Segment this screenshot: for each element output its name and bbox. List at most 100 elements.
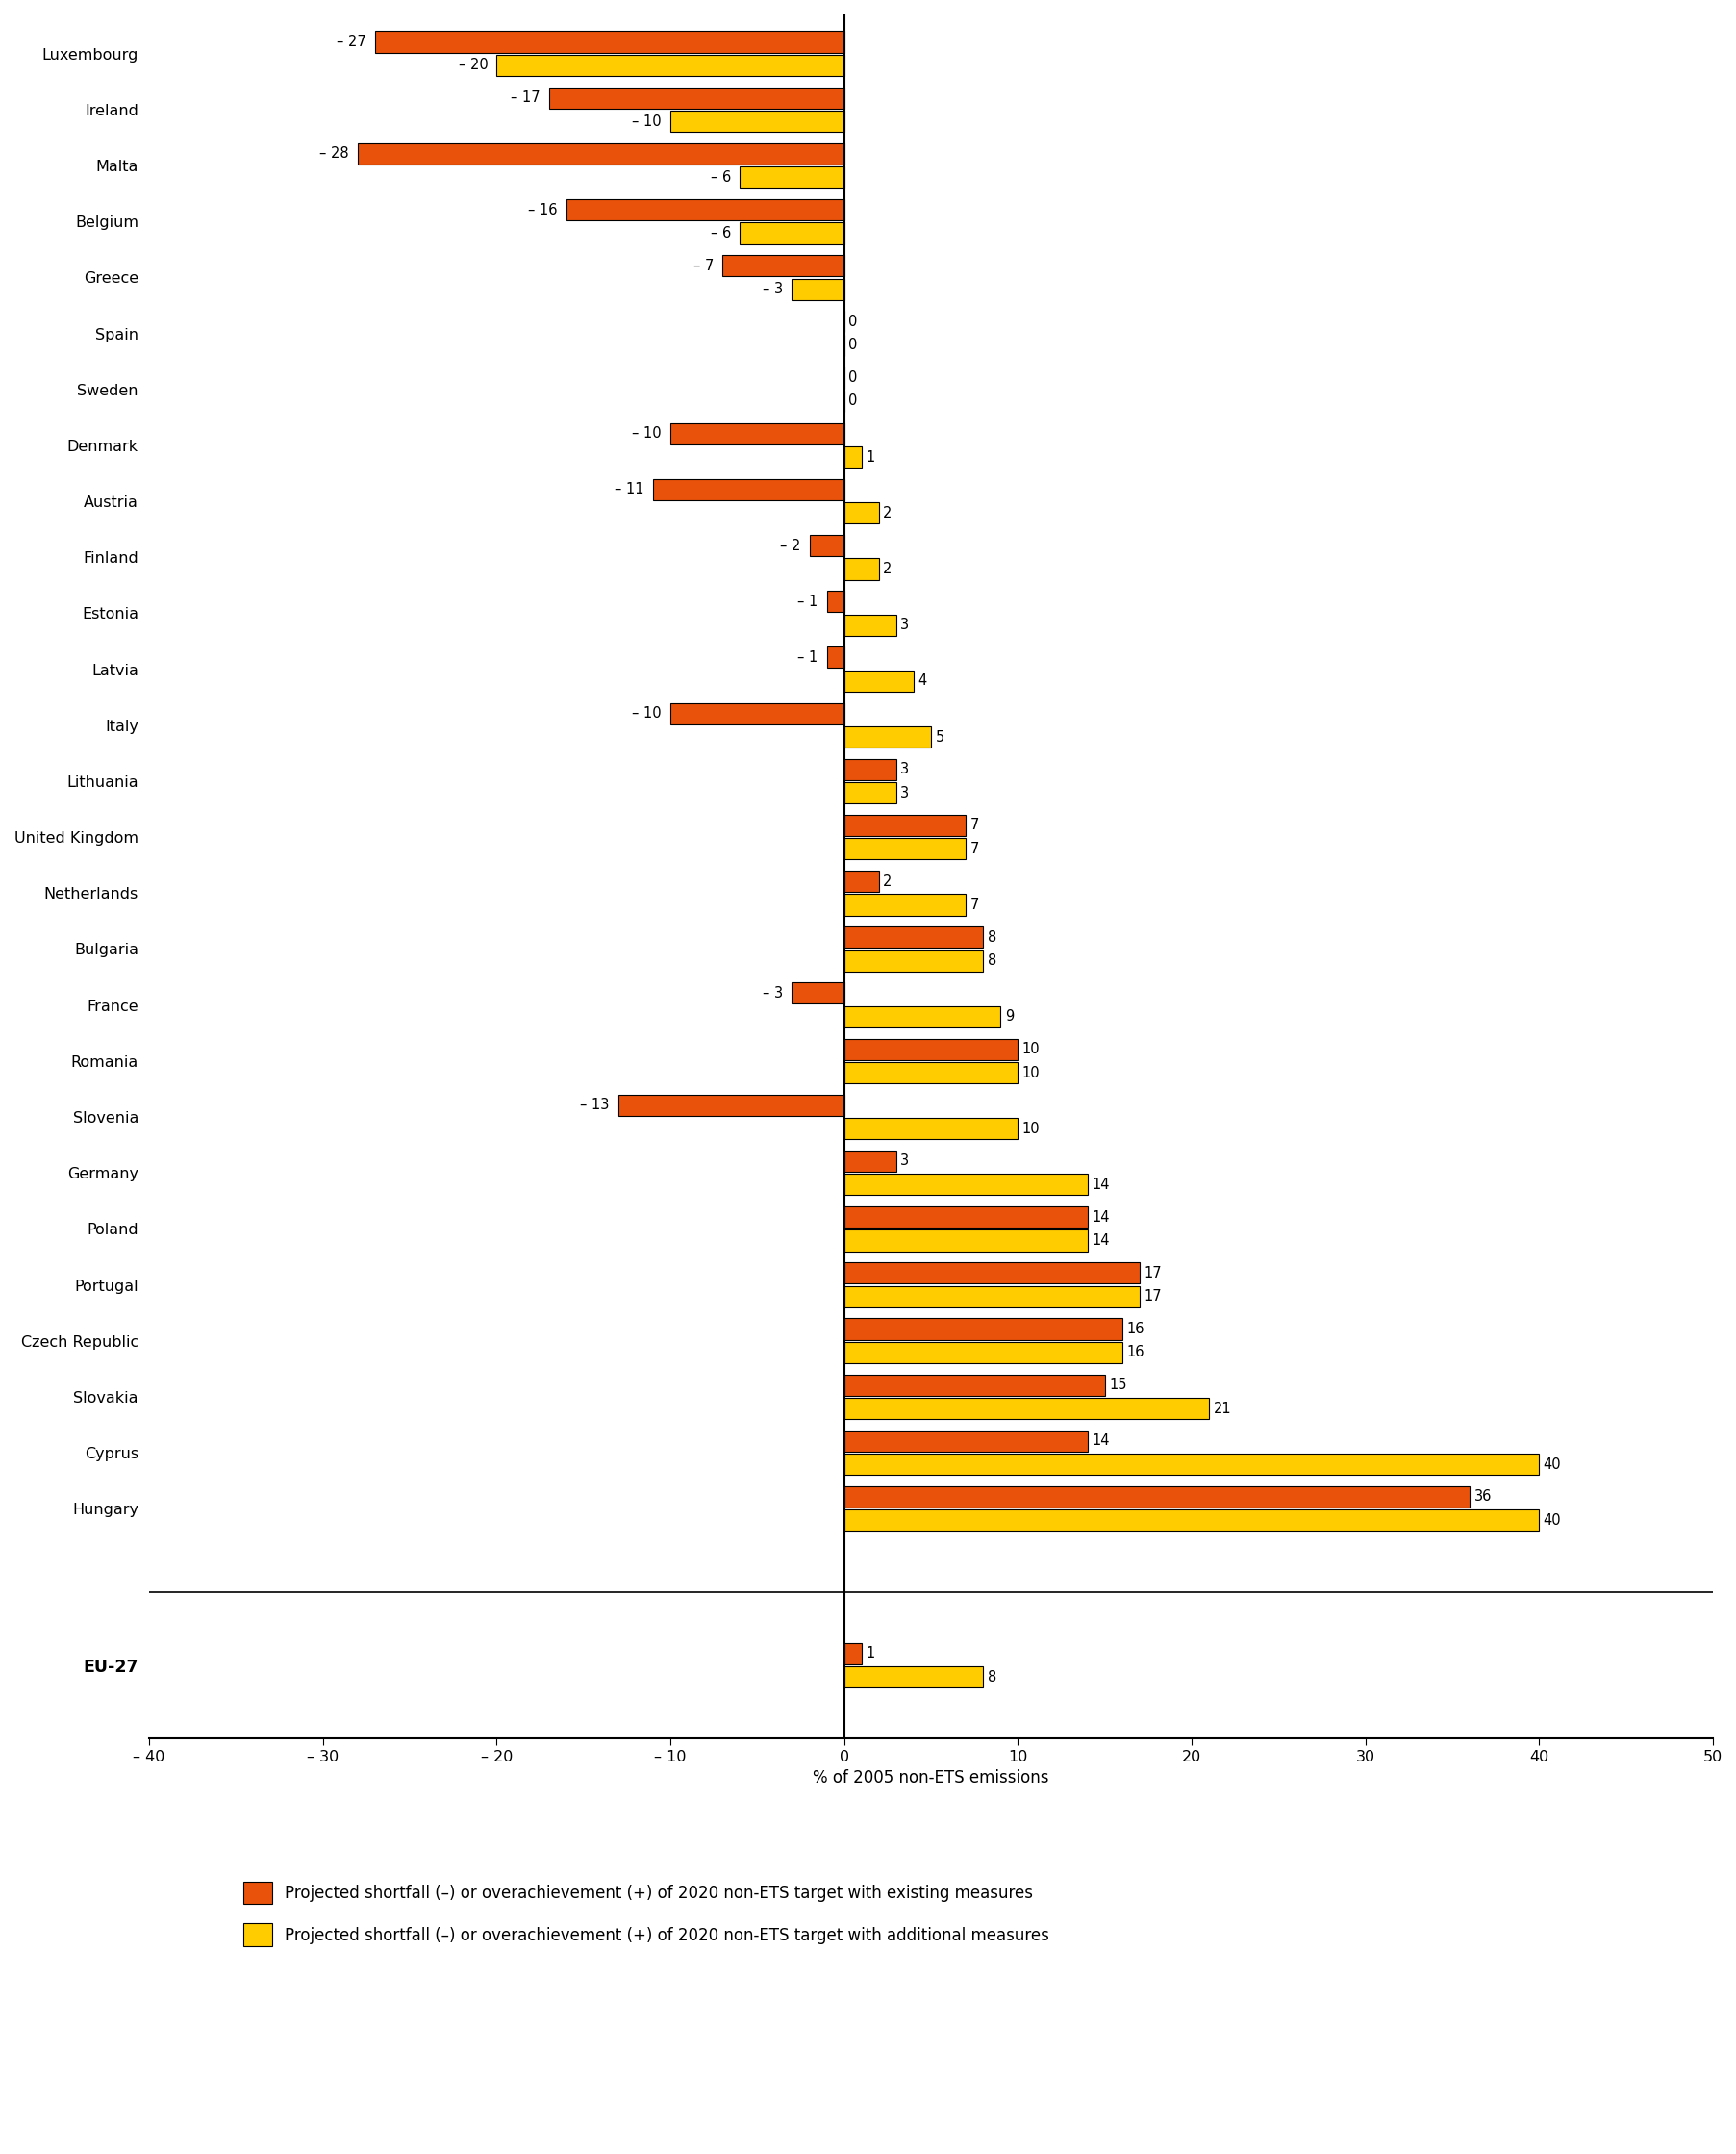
Bar [844,502,878,523]
Text: – 1: – 1 [797,595,818,610]
Text: 9: 9 [1003,1010,1014,1023]
Text: 4: 4 [917,674,927,687]
Text: 0: 0 [847,394,858,409]
Text: 10: 10 [1021,1043,1040,1055]
Text: 40: 40 [1543,1514,1561,1527]
Bar [844,870,878,892]
Bar [844,1318,1121,1340]
Bar [618,1094,844,1116]
Bar [844,446,861,467]
X-axis label: % of 2005 non-ETS emissions: % of 2005 non-ETS emissions [812,1768,1049,1786]
Text: 8: 8 [986,1669,996,1684]
Bar [375,30,844,52]
Legend: Projected shortfall (–) or overachievement (+) of 2020 non-ETS target with exist: Projected shortfall (–) or overachieveme… [236,1874,1057,1954]
Text: – 6: – 6 [710,226,731,241]
Bar [566,198,844,220]
Text: – 3: – 3 [762,987,783,999]
Text: 8: 8 [986,954,996,967]
Bar [549,86,844,108]
Text: – 10: – 10 [632,707,661,722]
Bar [844,1230,1087,1251]
Text: 0: 0 [847,314,858,330]
Text: – 13: – 13 [580,1099,609,1111]
Bar [844,1062,1017,1083]
Text: 7: 7 [969,898,979,911]
Text: – 28: – 28 [319,146,349,162]
Bar [844,782,896,803]
Text: – 6: – 6 [710,170,731,185]
Text: 17: 17 [1144,1267,1161,1279]
Bar [809,534,844,556]
Bar [792,278,844,299]
Text: 14: 14 [1092,1435,1109,1447]
Bar [844,894,965,915]
Text: 7: 7 [969,842,979,855]
Bar [740,222,844,243]
Bar [844,926,983,948]
Text: 16: 16 [1127,1323,1144,1335]
Text: 0: 0 [847,370,858,386]
Bar [844,838,965,859]
Bar [670,702,844,724]
Text: 1: 1 [865,450,875,465]
Bar [844,1430,1087,1452]
Text: – 17: – 17 [510,90,540,106]
Text: – 10: – 10 [632,114,661,129]
Bar [844,1398,1208,1419]
Text: 10: 10 [1021,1066,1040,1079]
Text: 7: 7 [969,819,979,834]
Text: – 7: – 7 [693,258,713,274]
Bar [844,950,983,971]
Text: 3: 3 [899,786,910,799]
Text: 3: 3 [899,618,910,633]
Text: 10: 10 [1021,1122,1040,1135]
Bar [358,142,844,164]
Text: – 2: – 2 [779,538,800,554]
Bar [844,670,913,691]
Bar [844,1038,1017,1060]
Bar [844,558,878,579]
Bar [496,54,844,75]
Bar [844,614,896,635]
Bar [844,814,965,836]
Bar [844,1150,896,1172]
Bar [844,1206,1087,1228]
Bar [653,478,844,500]
Bar [722,254,844,276]
Text: – 3: – 3 [762,282,783,297]
Text: 8: 8 [986,931,996,943]
Text: 14: 14 [1092,1178,1109,1191]
Text: 17: 17 [1144,1290,1161,1303]
Text: 0: 0 [847,338,858,353]
Text: – 1: – 1 [797,651,818,666]
Text: 2: 2 [882,875,892,887]
Bar [844,1174,1087,1195]
Text: 3: 3 [899,1155,910,1167]
Text: 15: 15 [1109,1379,1127,1391]
Bar [844,1454,1538,1475]
Bar [844,1486,1469,1508]
Bar [740,166,844,187]
Bar [844,1510,1538,1531]
Text: 2: 2 [882,506,892,521]
Text: – 27: – 27 [337,34,366,50]
Text: 3: 3 [899,763,910,778]
Text: – 11: – 11 [615,482,644,498]
Bar [792,982,844,1004]
Text: – 16: – 16 [528,202,557,218]
Text: 21: 21 [1213,1402,1231,1415]
Bar [844,758,896,780]
Text: 2: 2 [882,562,892,577]
Bar [844,1006,1000,1027]
Text: 14: 14 [1092,1211,1109,1223]
Bar [844,1667,983,1689]
Text: 36: 36 [1474,1491,1491,1503]
Text: 16: 16 [1127,1346,1144,1359]
Text: 40: 40 [1543,1458,1561,1471]
Text: 5: 5 [934,730,944,743]
Bar [844,1644,861,1665]
Bar [844,1286,1139,1307]
Bar [670,422,844,444]
Bar [670,110,844,131]
Bar [844,1262,1139,1284]
